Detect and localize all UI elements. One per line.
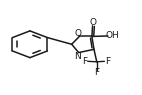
Text: N: N (75, 52, 81, 61)
Text: O: O (90, 18, 97, 27)
Text: OH: OH (106, 31, 120, 40)
Text: F: F (94, 68, 99, 77)
Text: O: O (74, 29, 81, 38)
Text: F: F (105, 57, 110, 66)
Text: F: F (82, 57, 87, 66)
